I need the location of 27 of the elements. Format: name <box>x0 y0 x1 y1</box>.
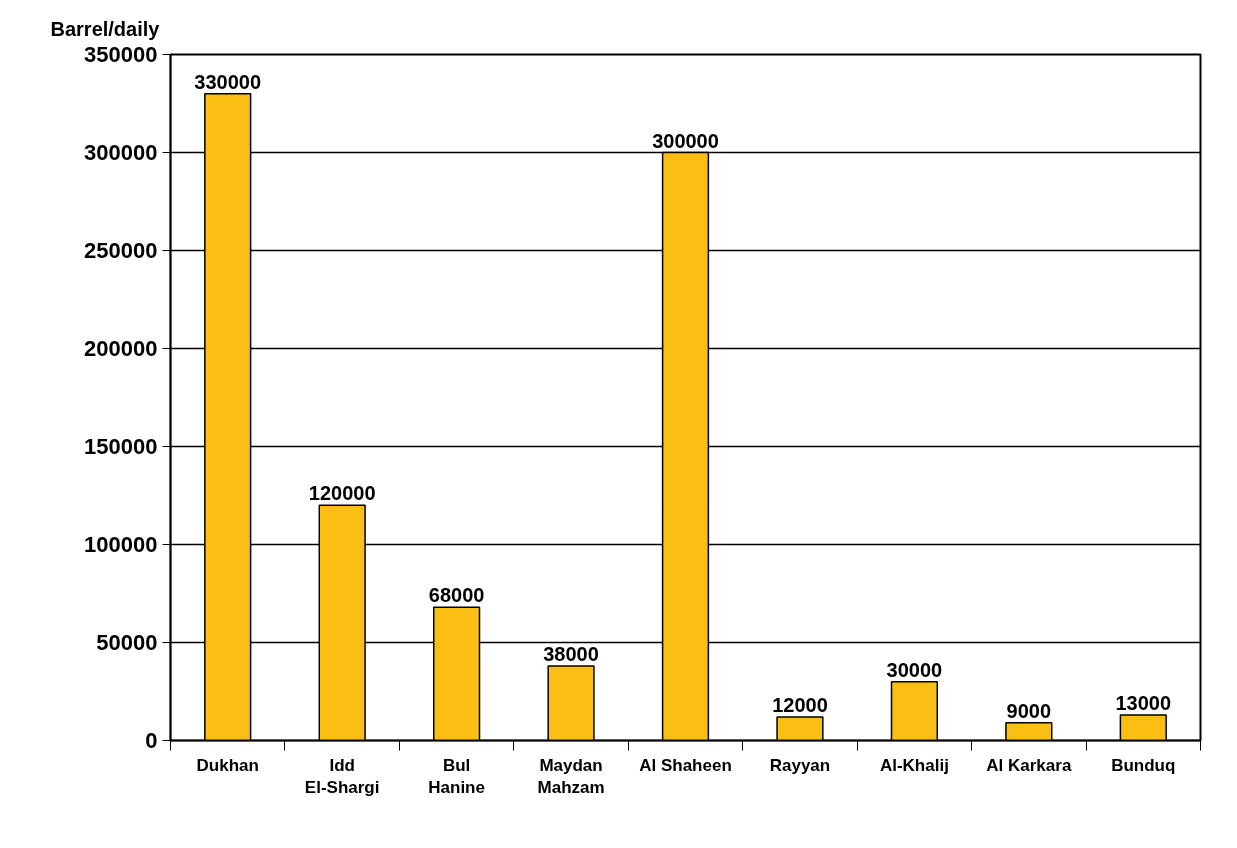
y-axis-title: Barrel/daily <box>50 17 161 40</box>
x-tick-label: Maydan Mahzam <box>537 755 605 798</box>
x-tick-label: Bunduq <box>1111 755 1176 775</box>
data-label: 30000 <box>886 658 943 681</box>
x-tick-label: Al Karkara <box>986 755 1072 775</box>
y-tick-label: 50000 <box>96 630 158 655</box>
y-tick-label: 100000 <box>84 532 158 557</box>
data-label: 13000 <box>1115 692 1172 715</box>
y-tick-label: 250000 <box>84 238 158 263</box>
data-label: 120000 <box>308 482 376 505</box>
x-tick-label: Idd El-Shargi <box>304 755 380 798</box>
y-tick-label: 200000 <box>84 336 158 361</box>
y-tick-label: 300000 <box>84 140 158 165</box>
data-label: 300000 <box>652 129 719 152</box>
data-label: 9000 <box>1006 699 1052 722</box>
y-tick-label: 150000 <box>84 434 158 459</box>
data-label: 12000 <box>772 693 828 716</box>
x-tick-label: Al-Khalij <box>879 755 949 775</box>
y-tick-label: 0 <box>145 728 158 753</box>
data-label: 38000 <box>543 643 599 666</box>
y-tick-label: 350000 <box>84 42 158 67</box>
x-tick-label: Bul Hanine <box>428 755 485 798</box>
x-tick-label: Rayyan <box>769 755 831 775</box>
x-tick-label: Dukhan <box>196 755 259 775</box>
data-label: 68000 <box>428 584 485 607</box>
data-label: 330000 <box>194 70 262 93</box>
x-tick-label: Al Shaheen <box>639 755 732 775</box>
